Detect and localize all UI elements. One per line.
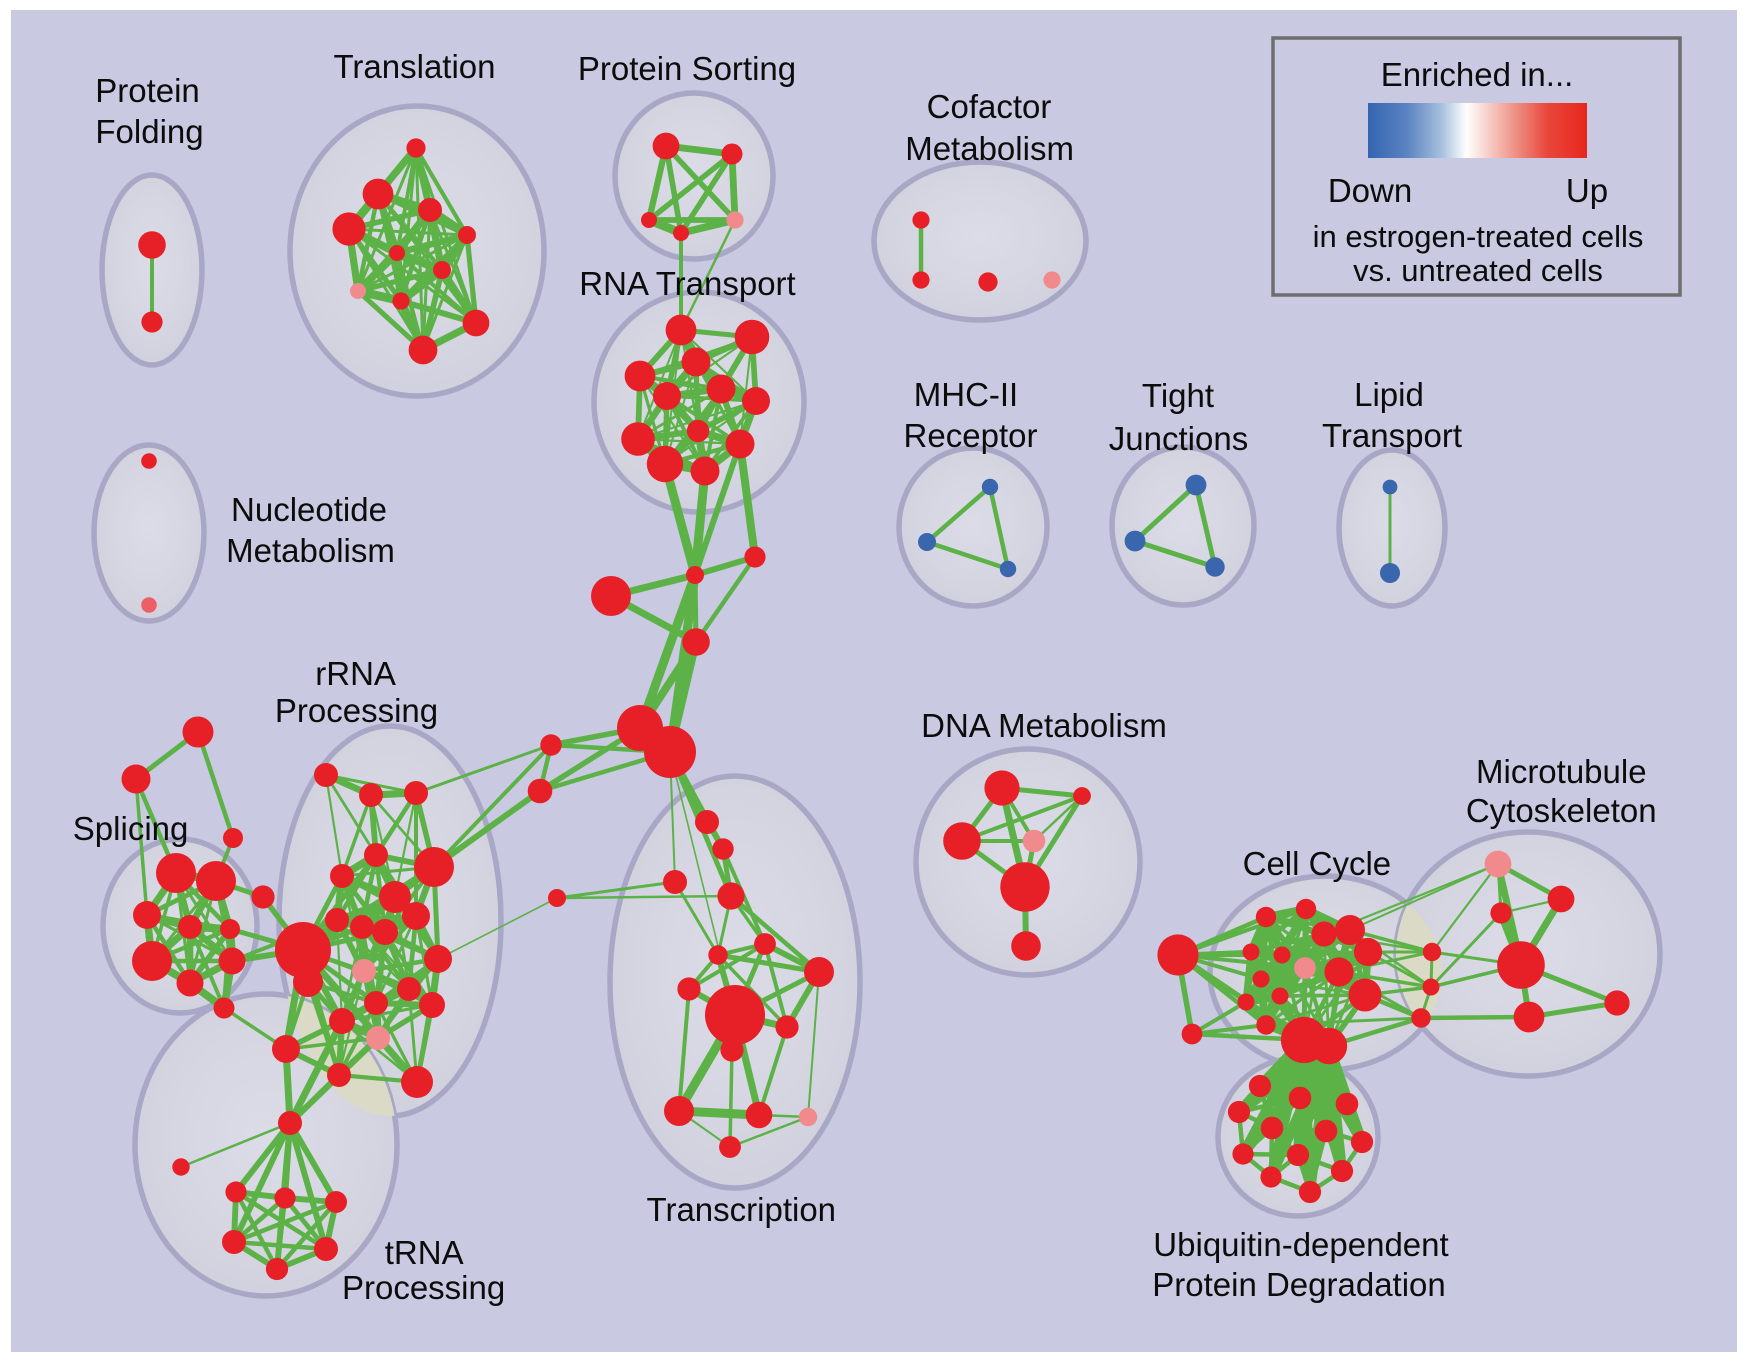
svg-text:Protein Degradation: Protein Degradation bbox=[1152, 1266, 1446, 1303]
svg-text:Ubiquitin-dependent: Ubiquitin-dependent bbox=[1153, 1226, 1448, 1263]
svg-text:Cytoskeleton: Cytoskeleton bbox=[1466, 792, 1657, 829]
svg-text:Tight: Tight bbox=[1142, 377, 1214, 414]
svg-text:Metabolism: Metabolism bbox=[226, 532, 395, 569]
svg-text:RNA Transport: RNA Transport bbox=[579, 265, 795, 302]
svg-text:Down: Down bbox=[1328, 172, 1412, 209]
svg-text:in estrogen-treated cells: in estrogen-treated cells bbox=[1313, 219, 1644, 254]
svg-text:Lipid: Lipid bbox=[1354, 376, 1424, 413]
svg-text:Processing: Processing bbox=[342, 1269, 505, 1306]
svg-text:Microtubule: Microtubule bbox=[1476, 753, 1647, 790]
svg-text:Up: Up bbox=[1566, 172, 1608, 209]
svg-text:Cofactor: Cofactor bbox=[927, 88, 1052, 125]
svg-text:vs. untreated cells: vs. untreated cells bbox=[1353, 253, 1603, 288]
svg-text:tRNA: tRNA bbox=[385, 1234, 464, 1271]
svg-text:Receptor: Receptor bbox=[904, 417, 1038, 454]
svg-text:Nucleotide: Nucleotide bbox=[231, 491, 387, 528]
svg-text:Enriched in...: Enriched in... bbox=[1381, 56, 1574, 93]
svg-text:Protein: Protein bbox=[95, 72, 200, 109]
svg-text:rRNA: rRNA bbox=[315, 655, 396, 692]
svg-text:Translation: Translation bbox=[333, 48, 495, 85]
svg-text:Transport: Transport bbox=[1322, 417, 1462, 454]
svg-text:Splicing: Splicing bbox=[73, 810, 189, 847]
svg-text:Metabolism: Metabolism bbox=[905, 130, 1074, 167]
svg-text:Junctions: Junctions bbox=[1109, 420, 1248, 457]
svg-text:DNA Metabolism: DNA Metabolism bbox=[921, 707, 1167, 744]
svg-text:Cell Cycle: Cell Cycle bbox=[1243, 845, 1392, 882]
svg-text:Transcription: Transcription bbox=[647, 1191, 837, 1228]
svg-text:Folding: Folding bbox=[95, 113, 203, 150]
svg-text:MHC-II: MHC-II bbox=[914, 376, 1018, 413]
svg-text:Protein Sorting: Protein Sorting bbox=[578, 50, 796, 87]
svg-text:Processing: Processing bbox=[275, 692, 438, 729]
